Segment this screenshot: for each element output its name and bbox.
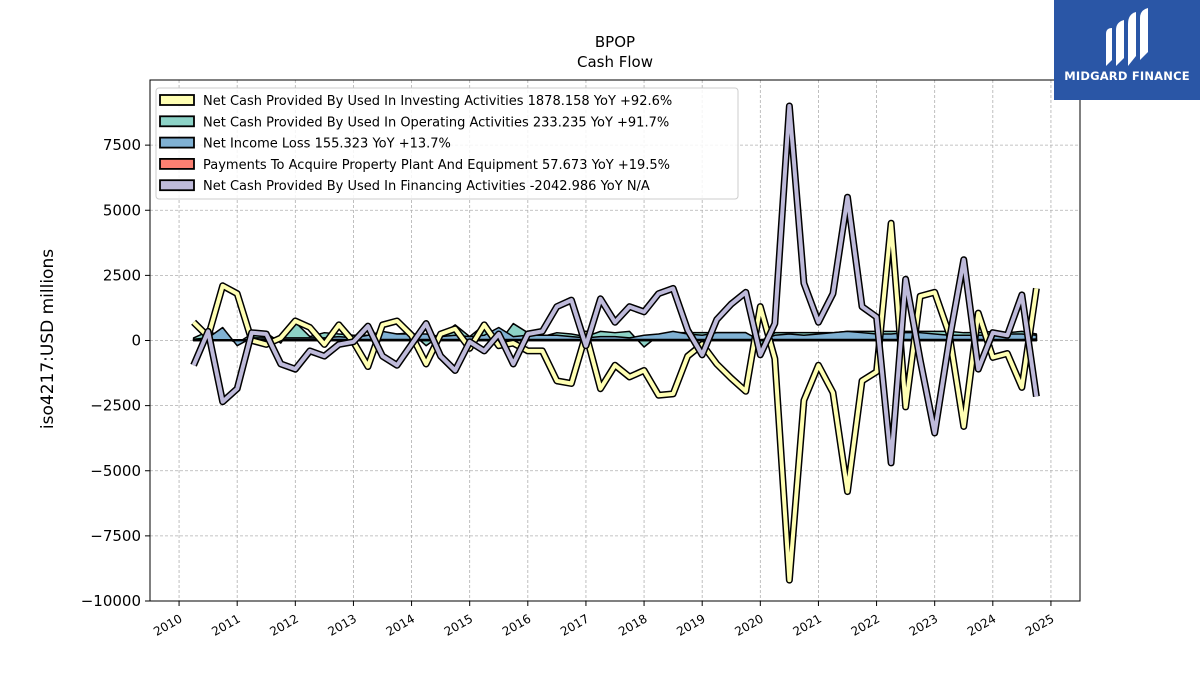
- series-line-1: [192, 221, 1039, 583]
- x-tick-label: 2024: [965, 611, 998, 638]
- x-tick-label: 2022: [849, 611, 882, 638]
- x-tick-label: 2025: [1023, 611, 1056, 638]
- chart-subtitle: Cash Flow: [577, 53, 653, 71]
- legend-box: [155, 87, 739, 200]
- legend-swatch: [159, 179, 195, 192]
- y-axis-label: iso4217:USD millions: [38, 249, 58, 429]
- legend-entry-label: Net Cash Provided By Used In Financing A…: [203, 179, 650, 194]
- line-series-layer: [190, 102, 1040, 584]
- legend-entry-label: Net Income Loss 155.323 YoY +13.7%: [203, 137, 451, 152]
- y-tick-label: −10000: [81, 592, 141, 610]
- legend-entry-label: Payments To Acquire Property Plant And E…: [203, 158, 670, 173]
- x-tick-label: 2013: [325, 611, 358, 638]
- legend-entry-label: Net Cash Provided By Used In Investing A…: [203, 94, 672, 109]
- x-tick-label: 2014: [384, 611, 417, 638]
- brand-name: MIDGARD FINANCE: [1064, 69, 1190, 83]
- chart-title: BPOP: [595, 33, 635, 51]
- x-tick-label: 2023: [907, 611, 940, 638]
- y-tick-label: −2500: [90, 397, 141, 415]
- x-tick-label: 2015: [442, 611, 475, 638]
- x-tick-label: 2016: [500, 611, 533, 638]
- x-tick-label: 2012: [267, 611, 300, 638]
- x-tick-label: 2017: [558, 611, 591, 638]
- axis-ticks: 7500 5000 2500 0 −2500 −5000 −7500 −10000 2010 20…: [81, 136, 1057, 639]
- legend-swatch: [159, 157, 195, 170]
- brand-logo: MIDGARD FINANCE: [1054, 0, 1200, 100]
- x-tick-label: 2019: [674, 611, 707, 638]
- legend-swatch: [159, 115, 195, 128]
- y-tick-label: −7500: [90, 527, 141, 545]
- brand-mark-icon: [1106, 8, 1148, 66]
- x-tick-label: 2018: [616, 611, 649, 638]
- legend-entry-label: Net Cash Provided By Used In Operating A…: [203, 115, 669, 130]
- y-tick-label: 0: [131, 332, 141, 350]
- series-line-5: [191, 104, 1039, 465]
- y-tick-label: 2500: [103, 266, 141, 284]
- series-outline-1: [191, 219, 1040, 584]
- x-tick-label: 2011: [209, 611, 242, 638]
- legend-swatch: [159, 136, 195, 149]
- legend: Net Cash Provided By Used In Investing A…: [155, 87, 739, 200]
- y-tick-label: −5000: [90, 462, 141, 480]
- x-tick-label: 2010: [151, 611, 184, 638]
- legend-swatch: [159, 94, 195, 106]
- x-tick-label: 2021: [790, 611, 823, 638]
- y-tick-label: 7500: [103, 136, 141, 154]
- y-tick-label: 5000: [103, 201, 141, 219]
- x-tick-label: 2020: [732, 611, 765, 638]
